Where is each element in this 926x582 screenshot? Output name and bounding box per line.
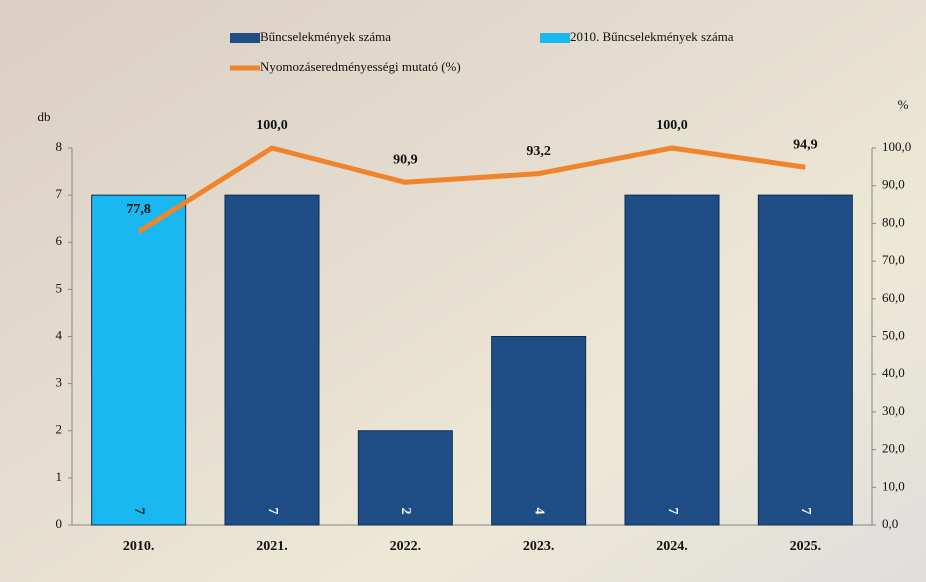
y-axis-title: db: [38, 109, 51, 124]
x-tick-label: 2010.: [123, 539, 155, 554]
legend-label: Bűncselekmények száma: [260, 29, 391, 44]
y-tick-label: 6: [56, 233, 63, 248]
bar-value-label: 7: [265, 508, 280, 515]
bar-value-label: 7: [131, 508, 146, 515]
x-tick-label: 2021.: [256, 539, 288, 554]
bar-value-label: 7: [798, 508, 813, 515]
y2-tick-label: 90,0: [882, 177, 905, 192]
bar-value-label: 7: [665, 508, 680, 515]
y-tick-label: 8: [56, 139, 63, 154]
bar: [224, 194, 320, 526]
line-value-label: 77,8: [126, 202, 151, 217]
y2-tick-label: 60,0: [882, 290, 905, 305]
y2-tick-label: 0,0: [882, 516, 898, 531]
legend-label: Nyomozáseredményességi mutató (%): [260, 59, 461, 74]
legend-swatch: [230, 33, 260, 43]
y-tick-label: 7: [56, 186, 63, 201]
y2-tick-label: 10,0: [882, 478, 905, 493]
line-value-label: 94,9: [793, 137, 818, 152]
y-tick-label: 1: [56, 469, 63, 484]
y2-tick-label: 40,0: [882, 365, 905, 380]
y2-tick-label: 50,0: [882, 327, 905, 342]
y2-tick-label: 80,0: [882, 214, 905, 229]
x-tick-label: 2024.: [656, 539, 688, 554]
x-tick-label: 2022.: [390, 539, 422, 554]
bar-value-label: 4: [531, 508, 546, 515]
bar: [491, 336, 587, 526]
x-tick-label: 2023.: [523, 539, 555, 554]
legend-label: 2010. Bűncselekmények száma: [570, 29, 734, 44]
bar: [357, 430, 453, 526]
y-tick-label: 3: [56, 375, 63, 390]
y2-tick-label: 70,0: [882, 252, 905, 267]
legend-swatch: [540, 33, 570, 43]
x-tick-label: 2025.: [790, 539, 822, 554]
bar: [91, 194, 187, 526]
y-tick-label: 4: [56, 327, 63, 342]
line-value-label: 93,2: [526, 144, 551, 159]
bar: [757, 194, 853, 526]
line-value-label: 100,0: [656, 118, 688, 133]
y2-axis-title: %: [898, 97, 909, 112]
y2-tick-label: 30,0: [882, 403, 905, 418]
bar-value-label: 2: [398, 508, 413, 515]
line-value-label: 90,9: [393, 153, 418, 168]
y-tick-label: 0: [56, 516, 63, 531]
bar: [624, 194, 720, 526]
y2-tick-label: 20,0: [882, 441, 905, 456]
y-tick-label: 2: [56, 422, 63, 437]
line-value-label: 100,0: [256, 118, 288, 133]
line: [137, 145, 806, 234]
y2-tick-label: 100,0: [882, 139, 911, 154]
y-tick-label: 5: [56, 280, 63, 295]
